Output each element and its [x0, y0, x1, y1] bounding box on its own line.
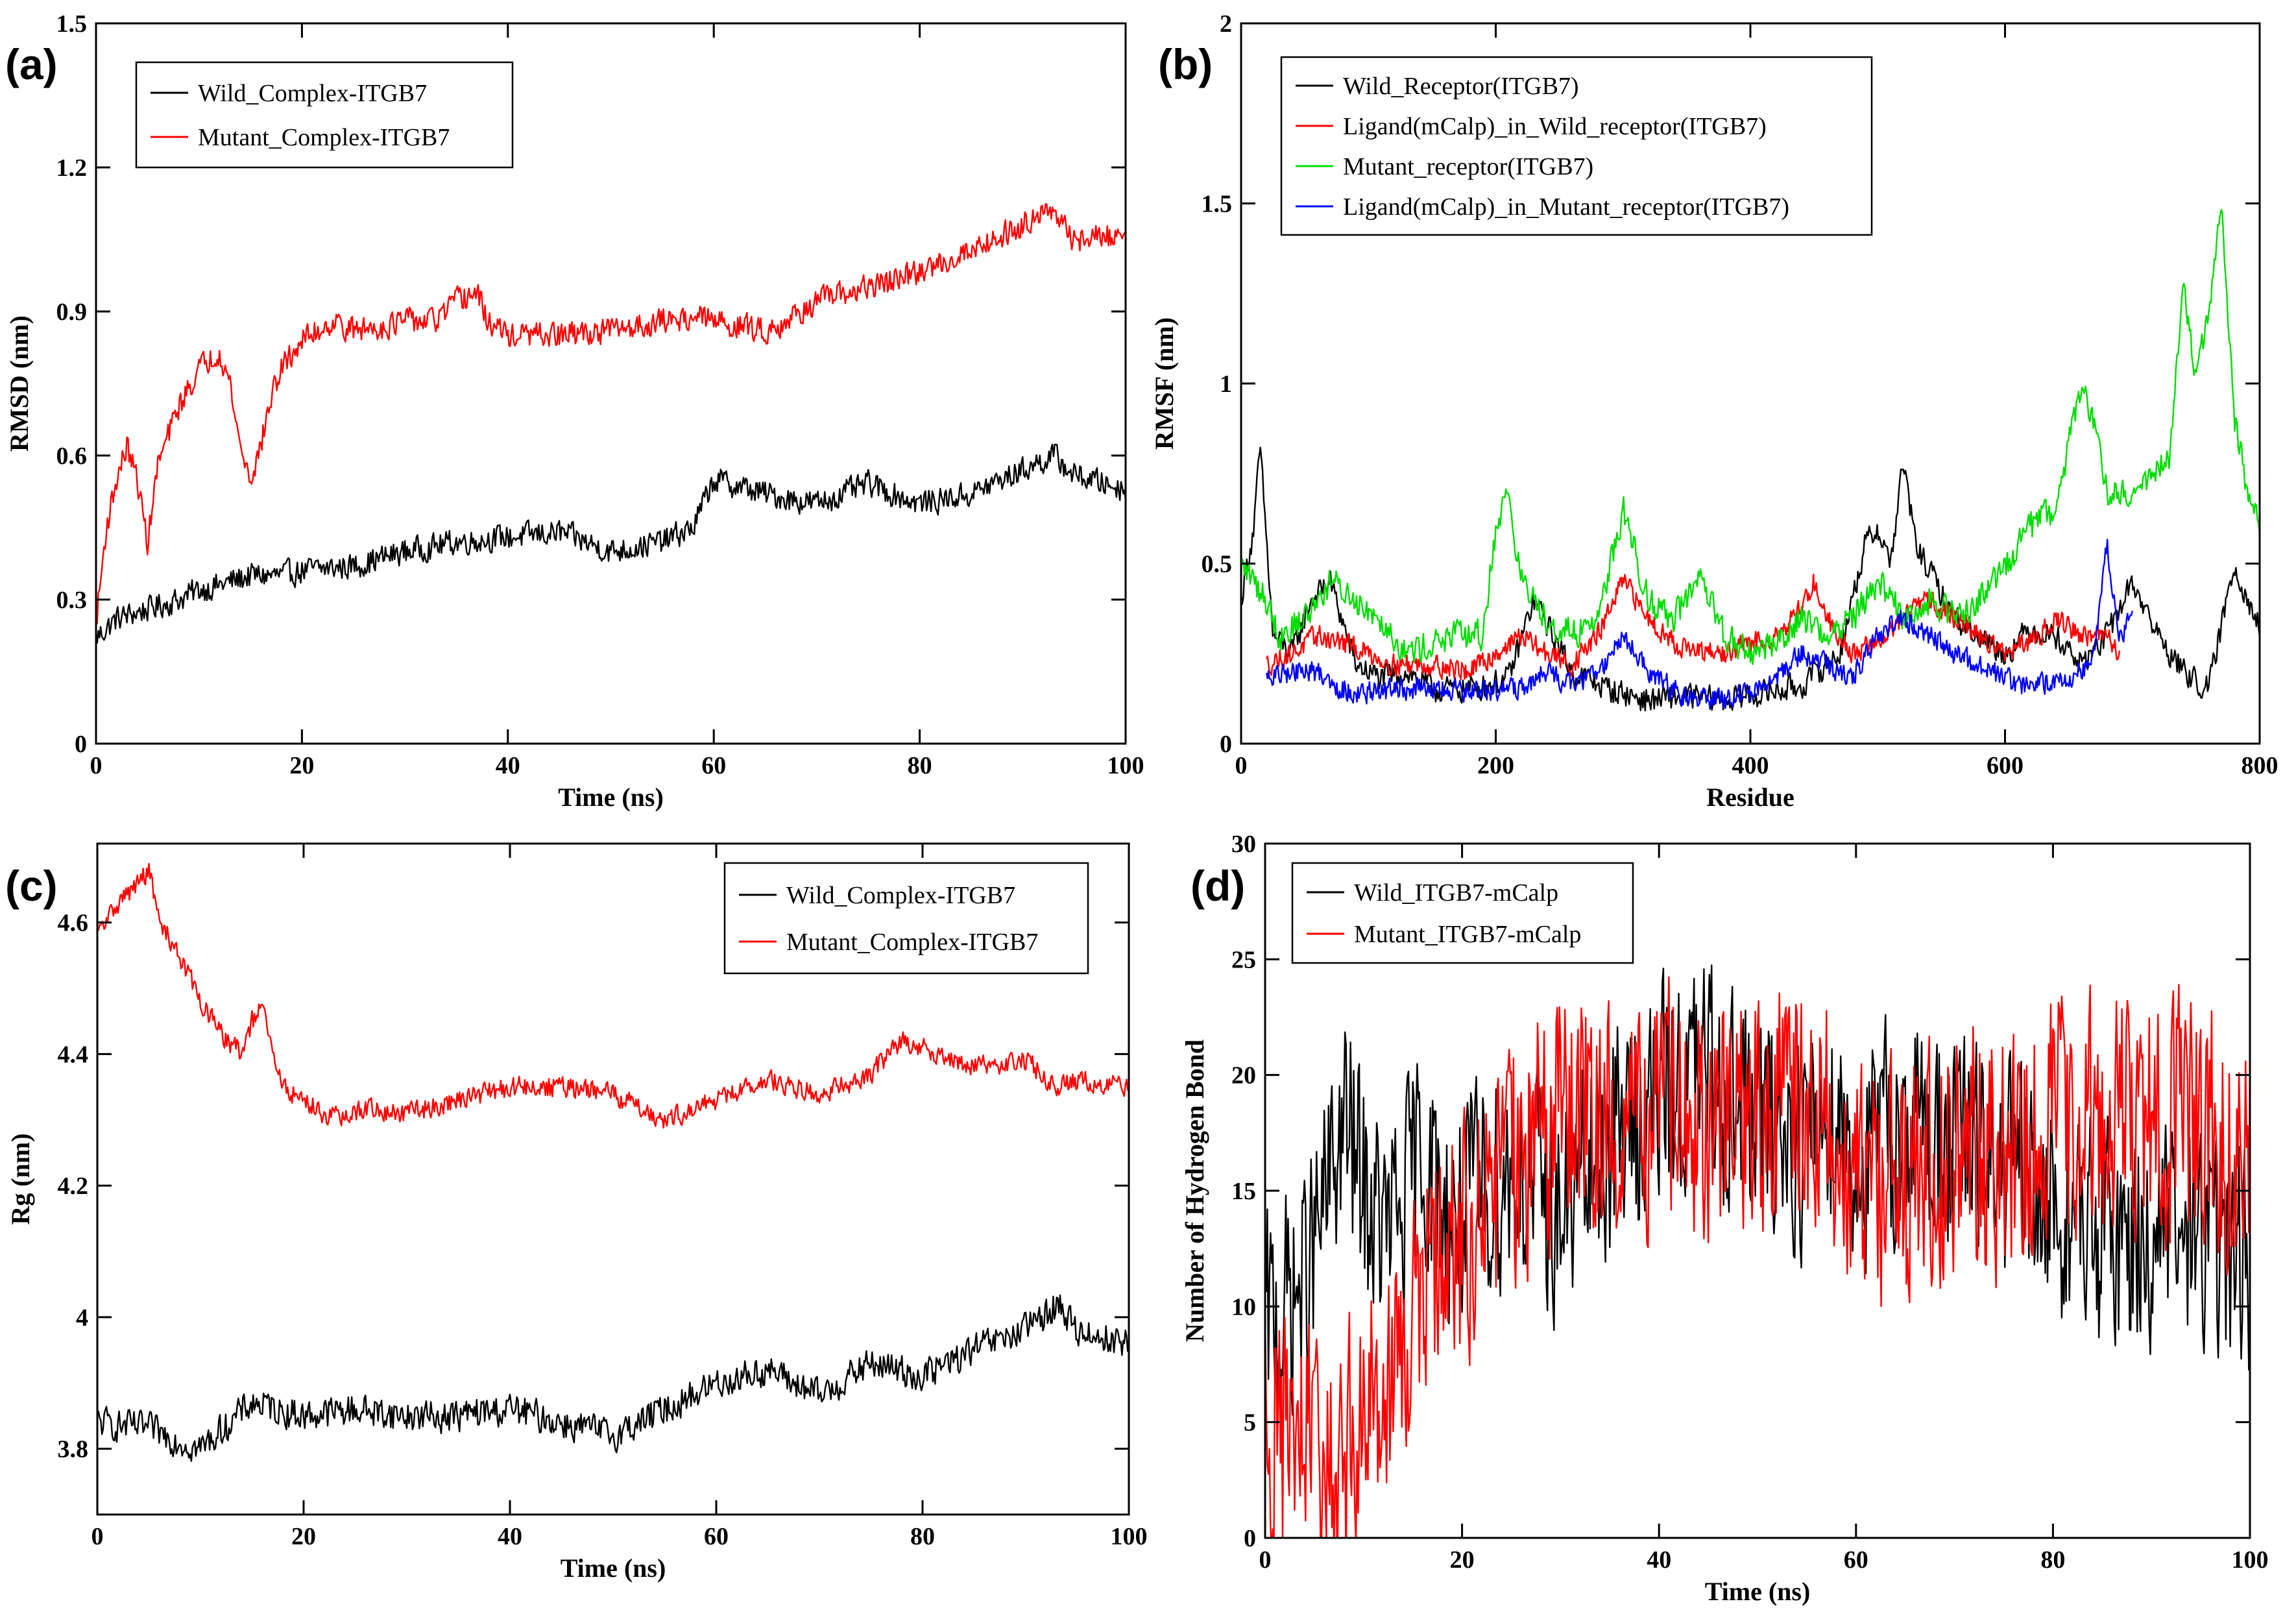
- y-tick-label: 25: [1231, 946, 1256, 973]
- x-tick-label: 40: [498, 1523, 522, 1550]
- x-tick-label: 0: [91, 1523, 104, 1550]
- legend-entry: Mutant_ITGB7-mCalp: [1354, 921, 1581, 948]
- y-tick-label: 0.3: [56, 587, 88, 614]
- x-tick-label: 100: [1111, 1523, 1148, 1550]
- panel-label: (c): [5, 862, 58, 910]
- y-tick-label: 0: [1220, 731, 1232, 758]
- y-tick-label: 0.5: [1202, 551, 1233, 578]
- panel-d: 0 20 40 60 80 100 0 5 10 15 20 25 30 Time (ns) Number …: [1180, 831, 2269, 1606]
- x-tick-label: 80: [2040, 1546, 2065, 1574]
- x-tick-label: 100: [1107, 752, 1144, 779]
- y-tick-label: 5: [1244, 1409, 1256, 1437]
- series-line-a-1: [96, 203, 1126, 624]
- legend-entry: Wild_Complex-ITGB7: [198, 80, 427, 107]
- panel-c: 0 20 40 60 80 100 3.8 4 4.2 4.4 4.6 Time (ns) Rg (nm…: [5, 842, 1148, 1583]
- y-tick-label: 1: [1220, 371, 1232, 398]
- x-tick-label: 60: [701, 752, 726, 779]
- series-line-c-0: [97, 1294, 1129, 1462]
- y-tick-label: 4.4: [58, 1041, 89, 1068]
- y-tick-label: 4.2: [58, 1173, 89, 1200]
- series-line-b-1: [1266, 574, 2121, 681]
- x-tick-label: 600: [1987, 752, 2024, 779]
- y-tick-label: 4.6: [58, 910, 89, 937]
- legend-box: [1291, 862, 1634, 964]
- y-tick-label: 2: [1220, 10, 1232, 38]
- x-tick-label: 0: [1235, 752, 1248, 779]
- legend-box: [723, 862, 1089, 975]
- y-axis-label: Number of Hydrogen Bond: [1180, 1040, 1209, 1342]
- y-tick-label: 0: [1244, 1525, 1256, 1552]
- y-axis-label: RMSD (nm): [5, 315, 34, 452]
- x-tick-label: 80: [910, 1523, 935, 1550]
- panel-label: (b): [1158, 40, 1213, 88]
- x-tick-label: 60: [704, 1523, 729, 1550]
- x-tick-label: 0: [90, 752, 103, 779]
- legend-box: [1280, 56, 1873, 236]
- legend-box: [135, 61, 514, 169]
- series-line-b-2: [1241, 209, 2260, 665]
- y-tick-label: 3.8: [58, 1436, 89, 1463]
- series-line-a-0: [96, 443, 1126, 644]
- legend-entry: Mutant_Complex-ITGB7: [198, 124, 450, 151]
- panel-b: 0 200 400 600 800 0 0.5 1 1.5 2 Residue RMSF (nm) (b…: [1150, 10, 2278, 812]
- y-tick-label: 1.2: [56, 154, 88, 182]
- y-tick-label: 1.5: [1202, 191, 1233, 218]
- panel-label: (d): [1190, 862, 1245, 910]
- y-tick-label: 0: [75, 731, 87, 758]
- y-tick-label: 10: [1231, 1293, 1256, 1321]
- x-tick-label: 0: [1259, 1546, 1272, 1574]
- x-axis-label: Residue: [1706, 783, 1795, 812]
- x-tick-label: 200: [1477, 752, 1514, 779]
- legend-entry: Mutant_Complex-ITGB7: [786, 929, 1038, 956]
- legend-entry: Wild_Complex-ITGB7: [786, 882, 1015, 909]
- x-tick-label: 60: [1844, 1546, 1868, 1574]
- x-tick-label: 40: [1647, 1546, 1671, 1574]
- y-tick-label: 1.5: [56, 10, 88, 38]
- x-tick-label: 20: [289, 752, 314, 779]
- y-tick-label: 30: [1231, 831, 1256, 858]
- plot-frame: [96, 842, 1130, 1516]
- plot-frame: [95, 22, 1127, 745]
- x-tick-label: 400: [1732, 752, 1769, 779]
- legend-entry: Ligand(mCalp)_in_Mutant_receptor(ITGB7): [1343, 193, 1789, 221]
- x-tick-label: 40: [496, 752, 520, 779]
- y-axis-label: Rg (nm): [6, 1133, 35, 1224]
- x-tick-label: 100: [2232, 1546, 2269, 1574]
- x-tick-label: 800: [2242, 752, 2278, 779]
- x-tick-label: 20: [1450, 1546, 1475, 1574]
- series-line-d-1: [1265, 976, 2250, 1538]
- legend-entry: Wild_ITGB7-mCalp: [1354, 879, 1558, 907]
- legend-entry: Wild_Receptor(ITGB7): [1343, 73, 1579, 100]
- series-line-c-1: [97, 862, 1129, 1129]
- series-line-b-3: [1266, 539, 2133, 711]
- x-tick-label: 20: [291, 1523, 316, 1550]
- x-axis-label: Time (ns): [558, 783, 664, 812]
- y-tick-label: 15: [1231, 1178, 1256, 1205]
- y-tick-label: 20: [1231, 1062, 1256, 1089]
- panel-a: 0 20 40 60 80 100 0 0.3 0.6 0.9 1.2 1.5 Time (ns) RMS…: [5, 10, 1144, 812]
- y-tick-label: 0.9: [56, 298, 88, 326]
- x-axis-label: Time (ns): [1705, 1577, 1811, 1606]
- panel-label: (a): [5, 40, 58, 88]
- y-tick-label: 0.6: [56, 443, 88, 470]
- x-axis-label: Time (ns): [561, 1553, 666, 1583]
- x-tick-label: 80: [908, 752, 932, 779]
- legend-entry: Ligand(mCalp)_in_Wild_receptor(ITGB7): [1343, 113, 1767, 140]
- y-tick-label: 4: [76, 1304, 88, 1332]
- legend-entry: Mutant_receptor(ITGB7): [1343, 153, 1593, 180]
- y-axis-label: RMSF (nm): [1150, 317, 1179, 450]
